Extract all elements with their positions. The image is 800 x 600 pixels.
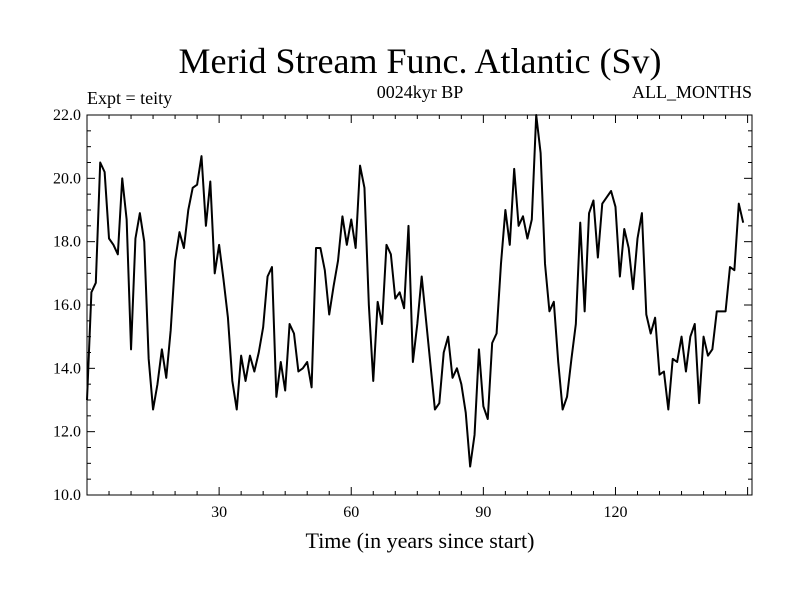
x-tick-label: 60 [343, 504, 359, 521]
y-tick-label: 18.0 [53, 234, 81, 251]
x-tick-label: 90 [475, 504, 491, 521]
y-tick-label: 16.0 [53, 297, 81, 314]
chart-title: Merid Stream Func. Atlantic (Sv) [179, 41, 662, 81]
y-tick-label: 10.0 [53, 487, 81, 504]
subtitle-left: Expt = teity [87, 88, 172, 108]
subtitle-right: ALL_MONTHS [632, 82, 752, 102]
x-tick-label: 120 [603, 504, 627, 521]
y-tick-label: 14.0 [53, 360, 81, 377]
y-tick-label: 12.0 [53, 424, 81, 441]
subtitle-center: 0024kyr BP [377, 82, 464, 102]
y-tick-label: 20.0 [53, 170, 81, 187]
series-line [86, 114, 745, 468]
axis-layer: 10.0 12.0 14.0 16.0 18.0 20.0 22.0 30 60 90 120 [53, 107, 752, 521]
y-tick-label: 22.0 [53, 107, 81, 124]
x-axis-label: Time (in years since start) [306, 528, 535, 553]
x-tick-label: 30 [211, 504, 227, 521]
